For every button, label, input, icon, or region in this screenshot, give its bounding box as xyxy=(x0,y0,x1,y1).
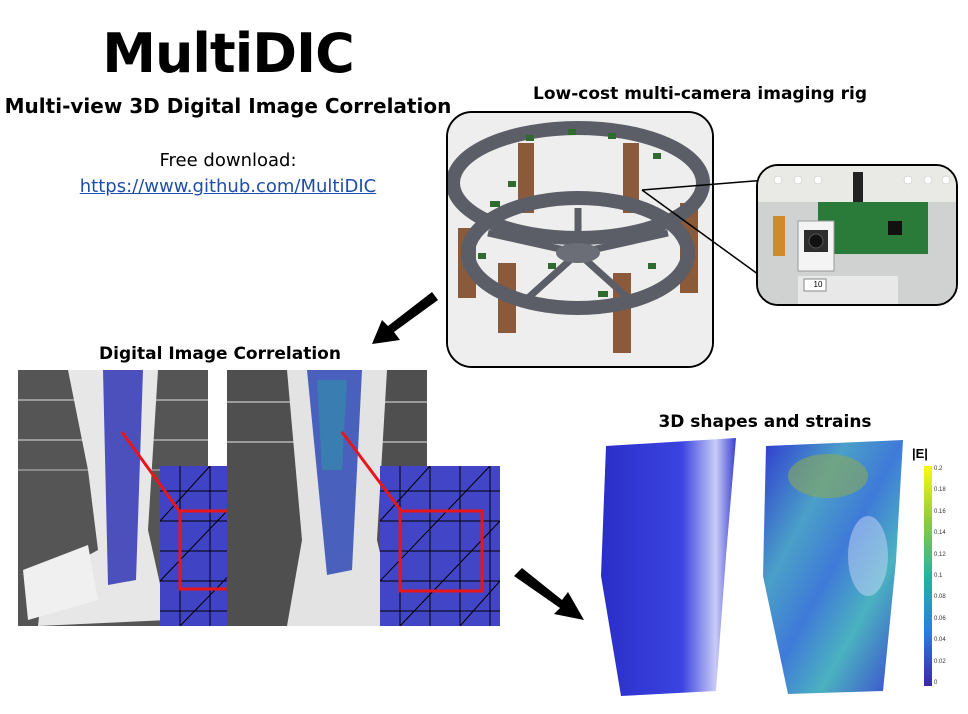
dic-zoom-right xyxy=(380,466,500,626)
colorbar-tick: 0.06 xyxy=(934,615,946,622)
download-link[interactable]: https://www.github.com/MultiDIC xyxy=(79,176,377,197)
colorbar-tick: 0.02 xyxy=(934,658,946,665)
colorbar-tick: 0.16 xyxy=(934,508,946,515)
page-title: MultiDIC xyxy=(102,22,355,85)
shapes-heading: 3D shapes and strains xyxy=(658,412,872,432)
colorbar-tick: 0.18 xyxy=(934,487,946,494)
colorbar-tick: 0.2 xyxy=(934,466,943,472)
dic-zoom-line-left xyxy=(120,431,182,513)
page-subtitle: Multi-view 3D Digital Image Correlation xyxy=(4,94,452,118)
dic-heading: Digital Image Correlation xyxy=(99,344,341,364)
colorbar-label: |E| xyxy=(912,446,928,461)
shape-3d-right xyxy=(763,440,903,694)
camera-illustration xyxy=(758,166,956,304)
rig-cad-panel xyxy=(446,111,714,368)
colorbar-tick: 0.12 xyxy=(934,551,946,558)
colorbar-tick: 0.14 xyxy=(934,530,946,537)
camera-tag: 10 xyxy=(813,280,823,289)
colorbar-tick: 0.1 xyxy=(934,573,943,579)
rig-heading: Low-cost multi-camera imaging rig xyxy=(533,84,867,104)
rig-illustration xyxy=(448,113,712,366)
shape-3d-left xyxy=(601,438,736,696)
arrow-to-dic xyxy=(372,292,438,344)
download-label: Free download: xyxy=(159,150,297,171)
colorbar-tick: 0.04 xyxy=(934,637,946,644)
rig-zoom-lines xyxy=(641,179,767,281)
dic-zoom-line-right xyxy=(340,431,404,513)
colorbar-tick: 0 xyxy=(934,680,938,686)
colorbar-tick: 0.08 xyxy=(934,594,946,601)
colorbar xyxy=(924,466,932,686)
camera-photo-panel: 10 xyxy=(756,164,958,306)
arrow-to-3d xyxy=(514,568,584,620)
